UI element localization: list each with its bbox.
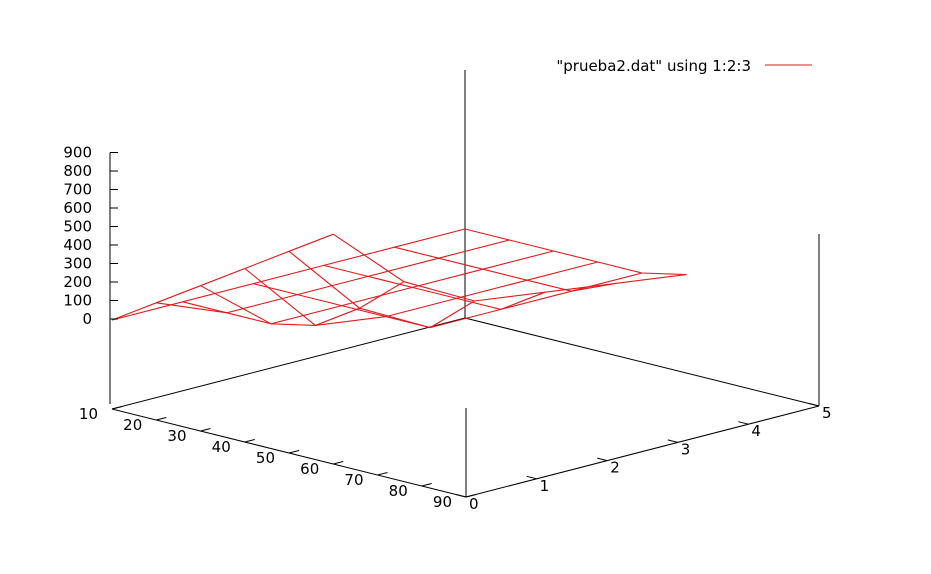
z-tick-label: 500 [63, 218, 92, 236]
y-tick-label: 2 [610, 459, 620, 477]
tick-labels: 0100200300400500600700800900102030405060… [63, 144, 831, 514]
z-tick-label: 100 [63, 292, 92, 310]
surface-row-line [156, 239, 510, 314]
z-tick-label: 900 [63, 144, 92, 162]
y-tick [808, 403, 820, 407]
x-tick [333, 461, 344, 465]
surface-row-line [200, 250, 554, 325]
z-tick-label: 600 [63, 199, 92, 217]
z-tick-label: 200 [63, 273, 92, 291]
z-tick-label: 800 [63, 162, 92, 180]
surface-column-line [464, 228, 687, 276]
legend-label: "prueba2.dat" using 1:2:3 [556, 57, 751, 75]
x-tick-label: 90 [433, 493, 452, 511]
z-tick-label: 0 [82, 310, 92, 328]
x-tick [377, 472, 388, 476]
surface-row-line [111, 228, 466, 321]
x-tick-label: 50 [256, 449, 275, 467]
x-tick [421, 483, 432, 487]
surface-column-line [323, 264, 546, 310]
legend: "prueba2.dat" using 1:2:3 [556, 57, 812, 75]
x-tick [200, 428, 211, 432]
x-tick-label: 70 [344, 471, 363, 489]
x-tick [244, 439, 255, 443]
y-tick [667, 439, 678, 443]
x-tick [288, 450, 300, 454]
x-tick [111, 406, 123, 410]
x-tick-label: 30 [167, 427, 186, 445]
y-tick [597, 457, 608, 462]
surface-column-line [394, 246, 616, 292]
surface-row-line [332, 233, 687, 302]
x-tick-label: 80 [389, 482, 408, 500]
surface-column-line [253, 283, 475, 329]
x-tick-label: 10 [79, 405, 98, 423]
x-tick-label: 60 [300, 460, 319, 478]
surface-column-line [182, 281, 405, 326]
x-tick-label: 40 [212, 438, 231, 456]
z-tick-label: 300 [63, 255, 92, 273]
axes [109, 70, 820, 498]
z-tick-label: 700 [63, 181, 92, 199]
y-tick [455, 494, 467, 498]
y-tick [526, 475, 537, 480]
x-tick [156, 417, 167, 421]
surface-mesh [111, 228, 687, 329]
y-tick-label: 4 [751, 422, 761, 440]
y-tick-label: 3 [681, 440, 691, 458]
surface-row-line [244, 261, 598, 326]
surface-column-line [111, 233, 334, 321]
y-tick [738, 421, 749, 425]
y-tick-label: 1 [540, 477, 550, 495]
back-left-floor-line [111, 317, 466, 410]
x-tick [465, 494, 477, 498]
x-tick-label: 20 [123, 416, 142, 434]
z-tick-label: 400 [63, 236, 92, 254]
back-right-floor-line [464, 317, 820, 407]
y-tick-label: 5 [822, 404, 832, 422]
y-tick-label: 0 [469, 495, 479, 513]
y-axis-line [465, 405, 820, 498]
surface-row-line [288, 250, 643, 329]
